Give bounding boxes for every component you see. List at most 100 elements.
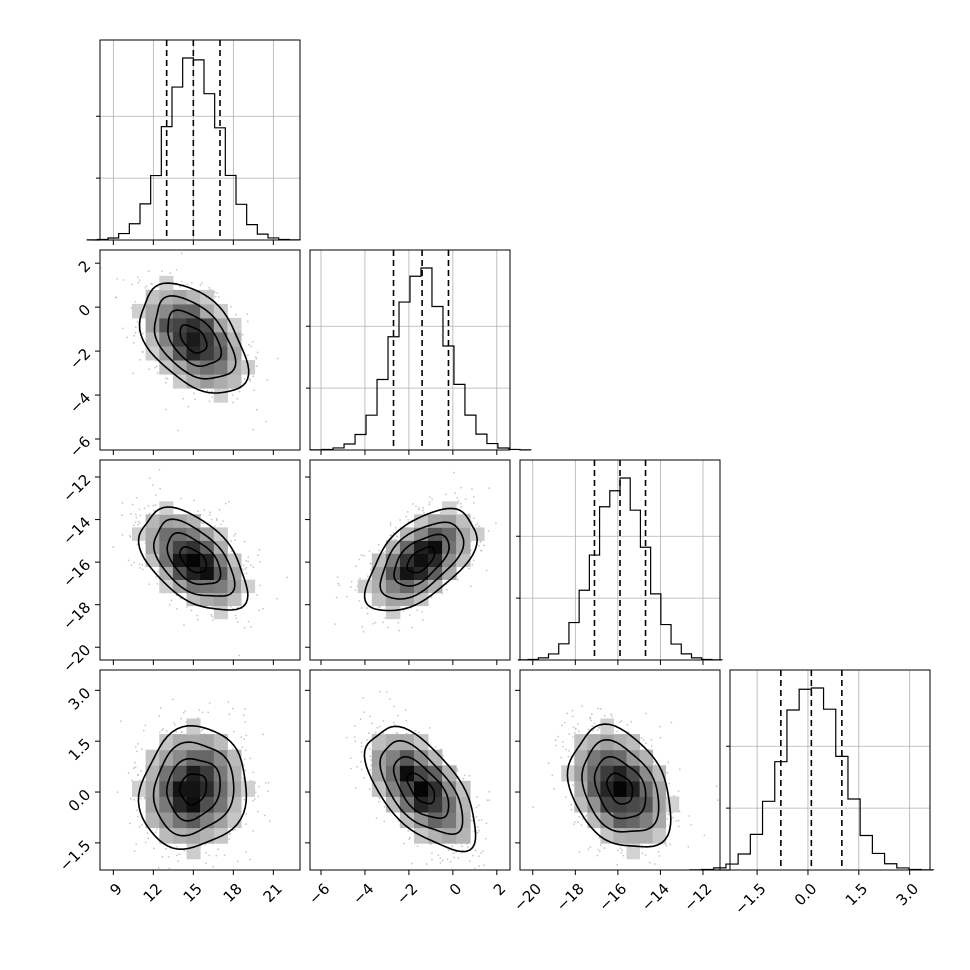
- scatter-frame: [99, 249, 301, 451]
- scatter-point: [366, 612, 369, 615]
- scatter-point: [250, 564, 253, 566]
- scatter-point: [208, 514, 211, 516]
- scatter-point: [212, 865, 214, 868]
- scatter-point: [152, 484, 154, 486]
- scatter-point: [211, 615, 214, 618]
- scatter-point: [230, 605, 232, 608]
- scatter-point: [241, 746, 244, 748]
- scatter-point: [158, 714, 161, 717]
- scatter-point: [252, 830, 255, 832]
- scatter-point: [394, 538, 397, 541]
- scatter-point: [238, 654, 241, 657]
- scatter-point: [460, 486, 462, 489]
- scatter-panel-p2-p3: [515, 669, 721, 875]
- density-cell: [200, 346, 215, 361]
- scatter-point: [475, 806, 478, 809]
- scatter-point: [476, 826, 479, 828]
- scatter-point: [630, 720, 633, 723]
- density-cell: [227, 592, 242, 607]
- scatter-inner: [532, 705, 719, 866]
- scatter-point: [200, 282, 203, 284]
- scatter-panel-p1-p3: [305, 669, 511, 875]
- contour-3: [137, 506, 249, 611]
- density-cell: [159, 579, 174, 594]
- density-cell: [186, 332, 201, 347]
- scatter-point: [180, 497, 182, 500]
- scatter-point: [245, 749, 247, 752]
- scatter-point: [147, 837, 149, 840]
- scatter-point: [269, 820, 271, 823]
- scatter-point: [157, 372, 159, 374]
- scatter-point: [216, 292, 219, 294]
- scatter-point: [236, 397, 239, 400]
- scatter-point: [231, 394, 234, 396]
- scatter-point: [170, 599, 173, 602]
- scatter-point: [147, 505, 150, 507]
- scatter-point: [137, 774, 139, 777]
- scatter-point: [227, 701, 230, 703]
- scatter-point: [190, 281, 193, 284]
- scatter-point: [375, 817, 378, 819]
- density-cell: [227, 553, 242, 567]
- scatter-point: [140, 797, 142, 800]
- scatter-point: [677, 819, 680, 822]
- scatter-frame: [99, 459, 301, 661]
- scatter-point: [153, 847, 155, 850]
- scatter-point: [434, 746, 437, 748]
- scatter-point: [257, 795, 260, 798]
- scatter-point: [286, 576, 288, 579]
- scatter-point: [477, 855, 480, 858]
- scatter-point: [439, 861, 442, 864]
- scatter-point: [159, 487, 162, 490]
- scatter-point: [394, 527, 397, 529]
- scatter-point: [378, 725, 381, 728]
- scatter-point: [429, 727, 431, 729]
- density-cell: [213, 796, 228, 813]
- scatter-point: [383, 820, 386, 823]
- scatter-point: [276, 597, 278, 600]
- scatter-point: [359, 577, 361, 580]
- scatter-point: [408, 614, 411, 616]
- scatter-point: [121, 514, 123, 516]
- density-cell: [159, 317, 174, 333]
- scatter-point: [228, 838, 231, 840]
- scatter-point: [136, 276, 139, 279]
- scatter-point: [378, 549, 381, 552]
- scatter-point: [431, 858, 433, 861]
- scatter-point: [473, 517, 475, 520]
- scatter-point: [150, 282, 152, 285]
- scatter-point: [134, 300, 137, 303]
- scatter-point: [138, 825, 141, 828]
- scatter-point: [474, 849, 477, 852]
- scatter-point: [482, 864, 485, 866]
- density-cell: [159, 332, 174, 347]
- scatter-point: [234, 539, 236, 541]
- scatter-point: [139, 358, 142, 361]
- scatter-point: [243, 758, 246, 760]
- scatter-point: [253, 798, 256, 800]
- scatter-point: [267, 781, 270, 784]
- scatter-point: [251, 341, 254, 343]
- density-cell: [399, 592, 415, 607]
- scatter-point: [174, 724, 176, 726]
- scatter-point: [139, 514, 142, 517]
- scatter-point: [479, 541, 482, 544]
- density-cell: [145, 332, 160, 347]
- scatter-inner: [112, 469, 288, 657]
- scatter-point: [183, 849, 186, 852]
- scatter-point: [208, 286, 211, 289]
- scatter-point: [154, 504, 157, 506]
- scatter-point: [224, 502, 227, 505]
- density-cell: [385, 605, 401, 620]
- scatter-point: [142, 332, 144, 335]
- scatter-point: [366, 738, 368, 741]
- scatter-inner: [345, 690, 491, 870]
- scatter-point: [204, 843, 207, 846]
- density-cell: [200, 527, 215, 541]
- contour-0: [178, 773, 208, 806]
- scatter-point: [184, 710, 187, 712]
- scatter-point: [462, 777, 465, 780]
- scatter-inner: [100, 252, 279, 432]
- density-cell: [414, 540, 429, 554]
- scatter-point: [264, 782, 267, 784]
